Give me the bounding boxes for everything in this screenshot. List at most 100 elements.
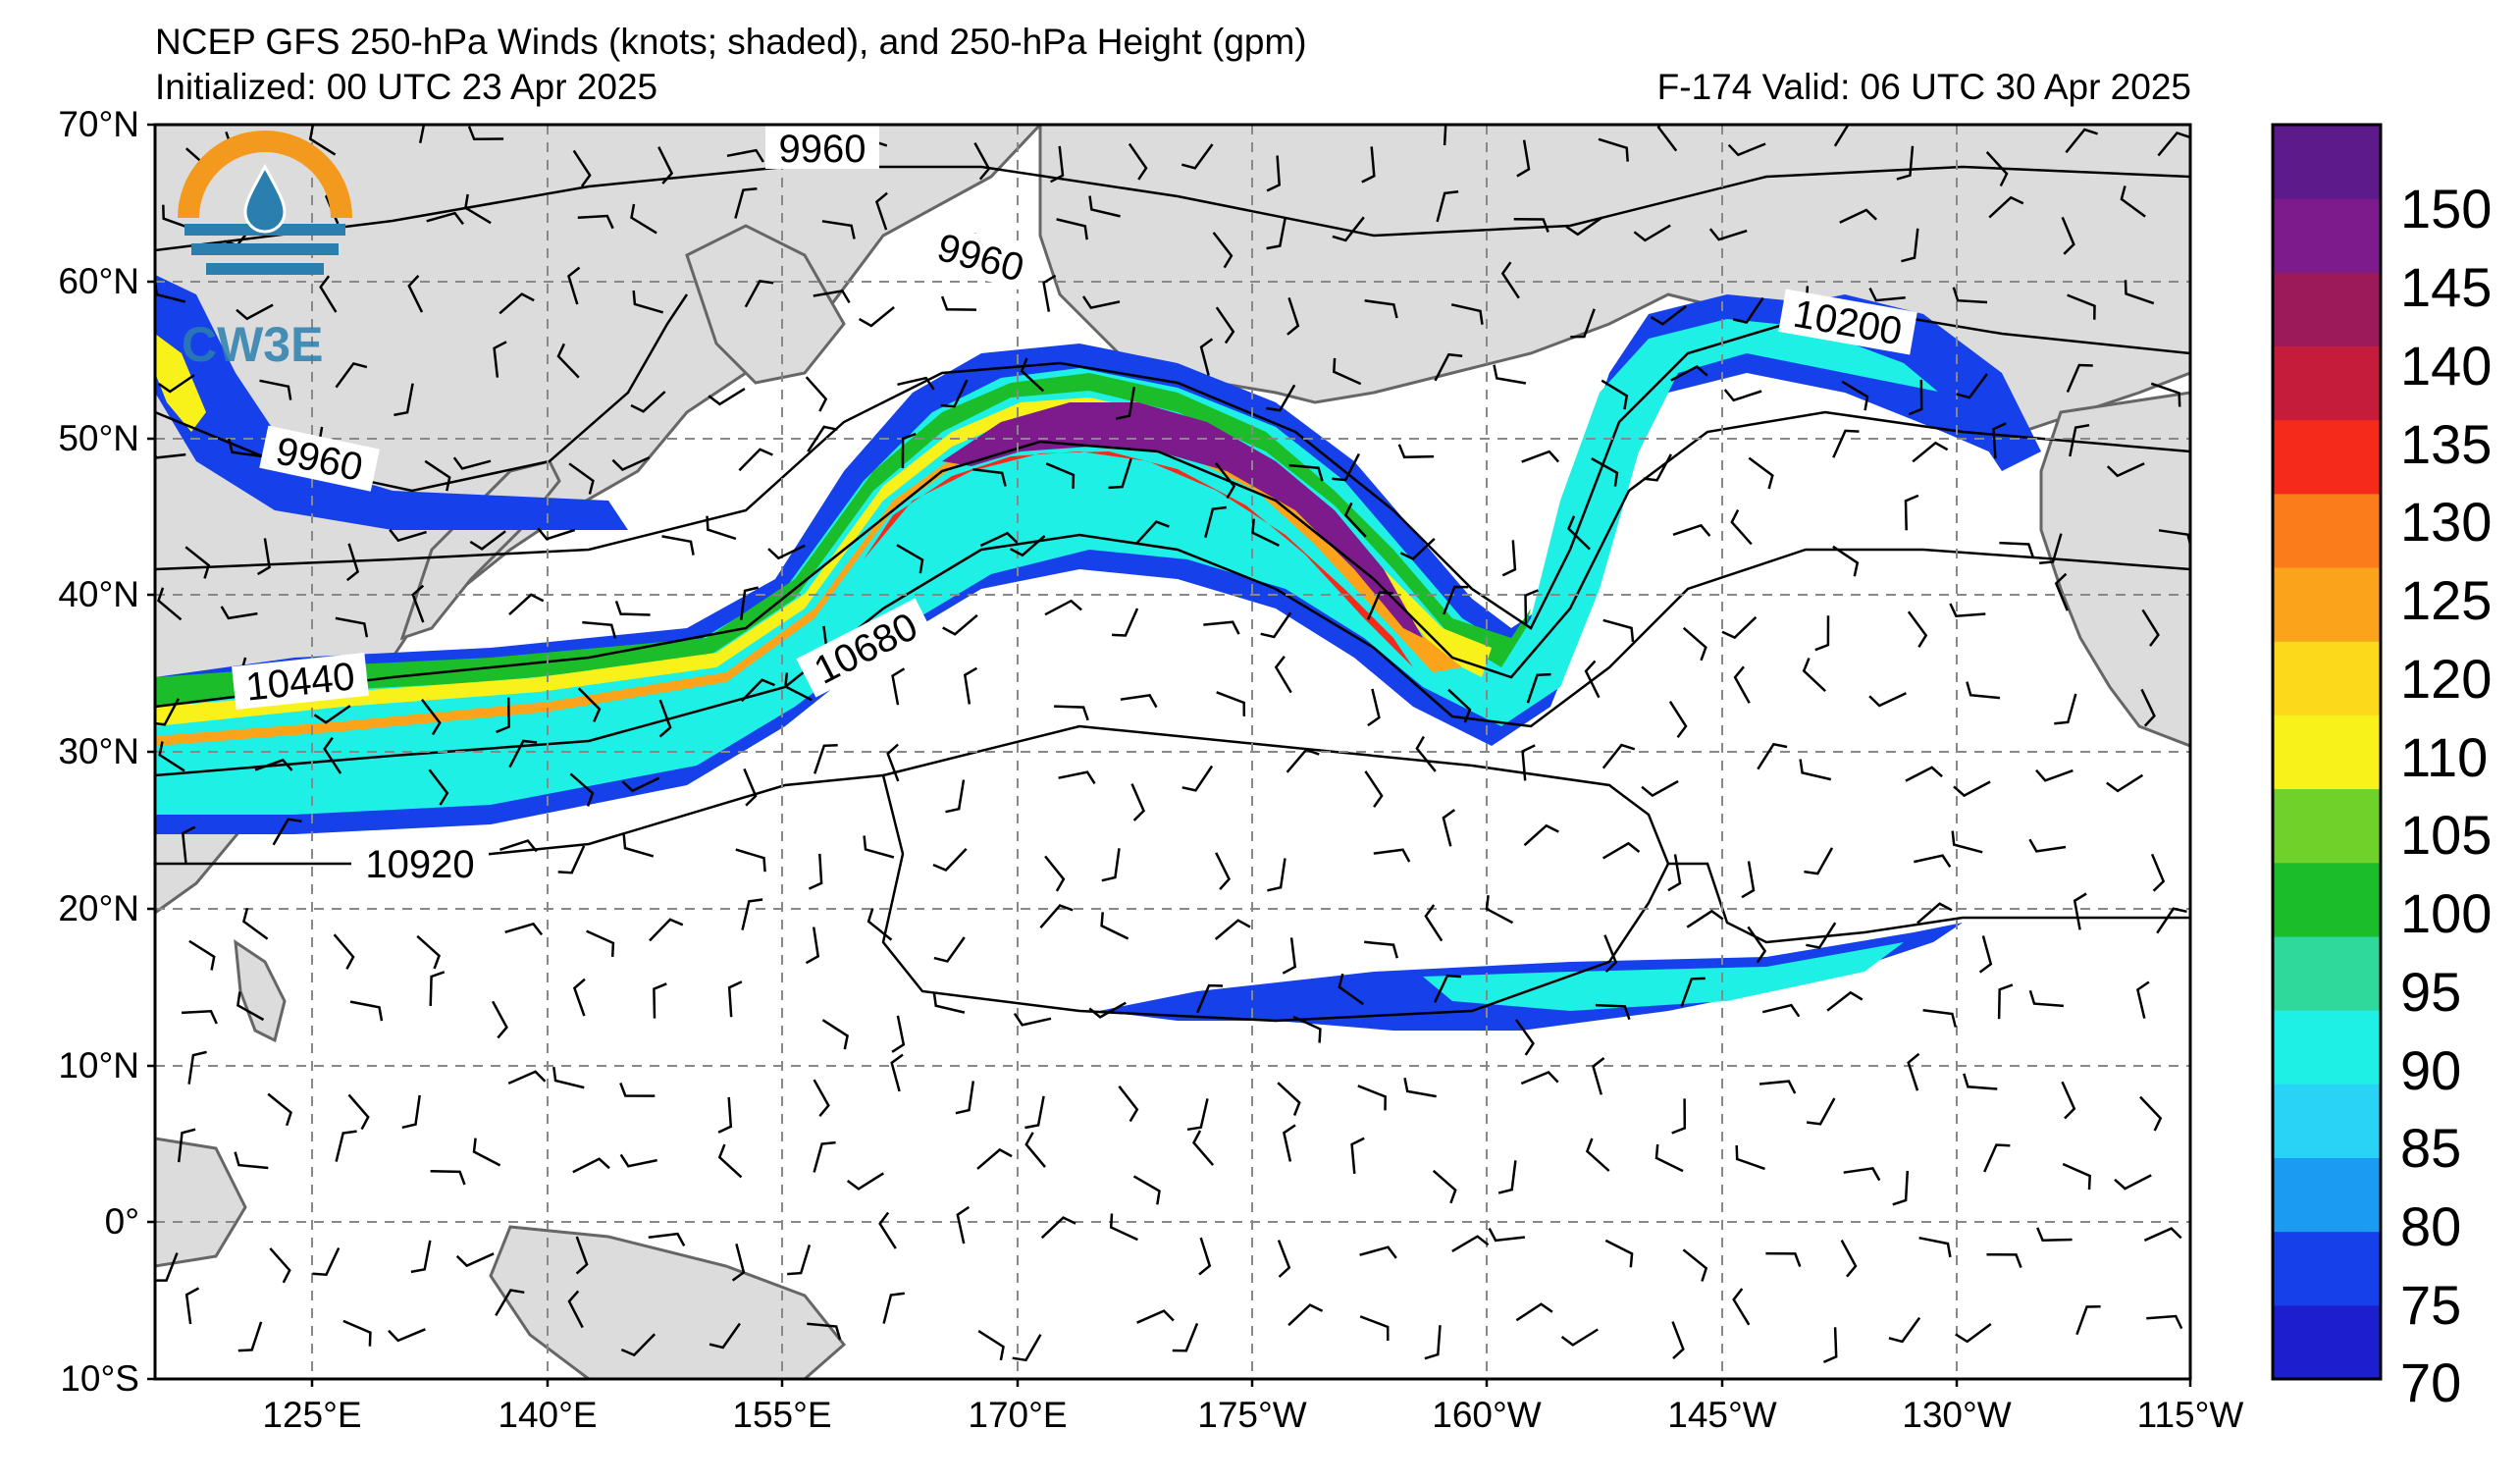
wind-barb: [577, 687, 602, 722]
wind-barb: [1443, 585, 1469, 615]
wind-barb: [1514, 1019, 1535, 1056]
wind-barb: [1604, 1239, 1634, 1268]
wind-barb: [1203, 620, 1240, 635]
wind-barb: [787, 1245, 812, 1276]
wind-barb: [813, 1079, 830, 1118]
wind-barb: [1985, 151, 2009, 187]
wind-barb: [1841, 380, 1869, 411]
jet-west-band-yellow: [155, 334, 206, 432]
wind-barb: [1333, 357, 1362, 386]
wind-barb: [657, 146, 674, 185]
wind-barb: [1759, 1080, 1797, 1094]
wind-barb: [649, 918, 684, 942]
wind-barb: [858, 306, 895, 328]
wind-barb: [428, 768, 449, 806]
wind-barb: [410, 1240, 432, 1274]
lat-label: 70°N: [58, 104, 139, 144]
wind-barbs: [155, 125, 2190, 1364]
wind-barb: [259, 379, 292, 400]
wind-barb: [1641, 779, 1679, 798]
wind-barb: [1633, 224, 1671, 242]
wind-barb: [1671, 1098, 1687, 1135]
wind-barb: [709, 1322, 741, 1350]
lon-label: 125°E: [262, 1395, 361, 1435]
wind-barb: [254, 758, 293, 771]
wind-barb: [1680, 977, 1706, 1007]
wind-barb: [1603, 934, 1618, 974]
wind-barb: [1054, 705, 1089, 721]
wind-barb: [1952, 287, 1988, 304]
wind-barb: [1918, 1236, 1952, 1258]
wind-barb: [814, 743, 838, 774]
label-bg: [796, 598, 935, 698]
wind-barb: [2069, 423, 2090, 457]
wind-barb: [1204, 505, 1227, 539]
wind-barb: [1013, 1013, 1052, 1027]
wind-barb: [1520, 1071, 1559, 1086]
wind-barb: [945, 779, 966, 814]
wind-barb: [389, 528, 427, 543]
wind-barb: [1686, 909, 1724, 928]
land-borneo: [155, 1137, 247, 1268]
wind-barb: [1922, 1008, 1958, 1028]
wind-barb: [1286, 748, 1320, 773]
wind-barb: [1443, 125, 1447, 146]
wind-barb: [342, 1319, 372, 1347]
wind-barb: [933, 936, 966, 963]
wind-barb: [611, 455, 651, 471]
wind-barb: [821, 1019, 849, 1050]
wind-barb: [630, 391, 666, 413]
wind-barb: [1267, 858, 1286, 892]
wind-barb: [349, 1000, 384, 1022]
wind-barb: [726, 148, 764, 163]
wind-barb: [499, 839, 538, 853]
wind-barb: [1570, 308, 1596, 339]
lon-label: 175°W: [1197, 1395, 1307, 1435]
wind-barb: [1521, 450, 1560, 463]
wind-barb: [333, 933, 355, 970]
wind-barb: [418, 125, 426, 143]
wind-barb: [552, 1066, 585, 1089]
wind-barb: [188, 939, 216, 971]
wind-barb: [874, 191, 888, 231]
wind-barb: [237, 1321, 263, 1352]
wind-barb: [241, 907, 269, 940]
land-philippines: [234, 938, 287, 1043]
label-bg: [259, 425, 380, 492]
wind-barb: [187, 1050, 207, 1085]
wind-barb: [495, 1289, 525, 1317]
wind-barb: [572, 978, 586, 1017]
wind-barb: [744, 280, 774, 308]
wind-barb: [963, 666, 978, 705]
wind-barb: [896, 544, 924, 574]
wind-barb: [1567, 515, 1591, 551]
wind-barb: [932, 848, 968, 872]
lat-label: 10°S: [60, 1358, 139, 1399]
axis-ticks: [147, 123, 2192, 1387]
wind-barb: [1214, 919, 1251, 940]
wind-barb: [1132, 1175, 1161, 1205]
wind-barb: [267, 1092, 292, 1127]
wind-barb: [177, 1128, 196, 1163]
colorbar-segment: [2273, 935, 2381, 1011]
wind-barb: [1733, 665, 1751, 704]
wind-barb: [784, 672, 813, 702]
wind-barb: [1350, 1137, 1365, 1175]
wind-barb: [2036, 1227, 2073, 1242]
wind-barb: [1802, 658, 1826, 693]
wind-barb: [1111, 608, 1139, 637]
wind-barb: [1601, 743, 1636, 769]
wind-barb: [1058, 770, 1096, 785]
wind-barb: [1024, 1132, 1046, 1168]
wind-barb: [1101, 848, 1121, 882]
wind-barb: [886, 743, 900, 782]
wind-barb: [767, 544, 806, 560]
colorbar-label: 135: [2400, 413, 2492, 475]
colorbar-labels: 150 145 140 135 130 125 120 110 105 100 …: [2400, 178, 2492, 1413]
wind-barb: [706, 515, 737, 541]
lat-label: 50°N: [58, 418, 139, 458]
land-north-america-west: [2039, 391, 2190, 748]
wind-barb: [569, 772, 595, 807]
wind-barb: [1274, 656, 1292, 694]
wind-barb: [1109, 1213, 1138, 1242]
